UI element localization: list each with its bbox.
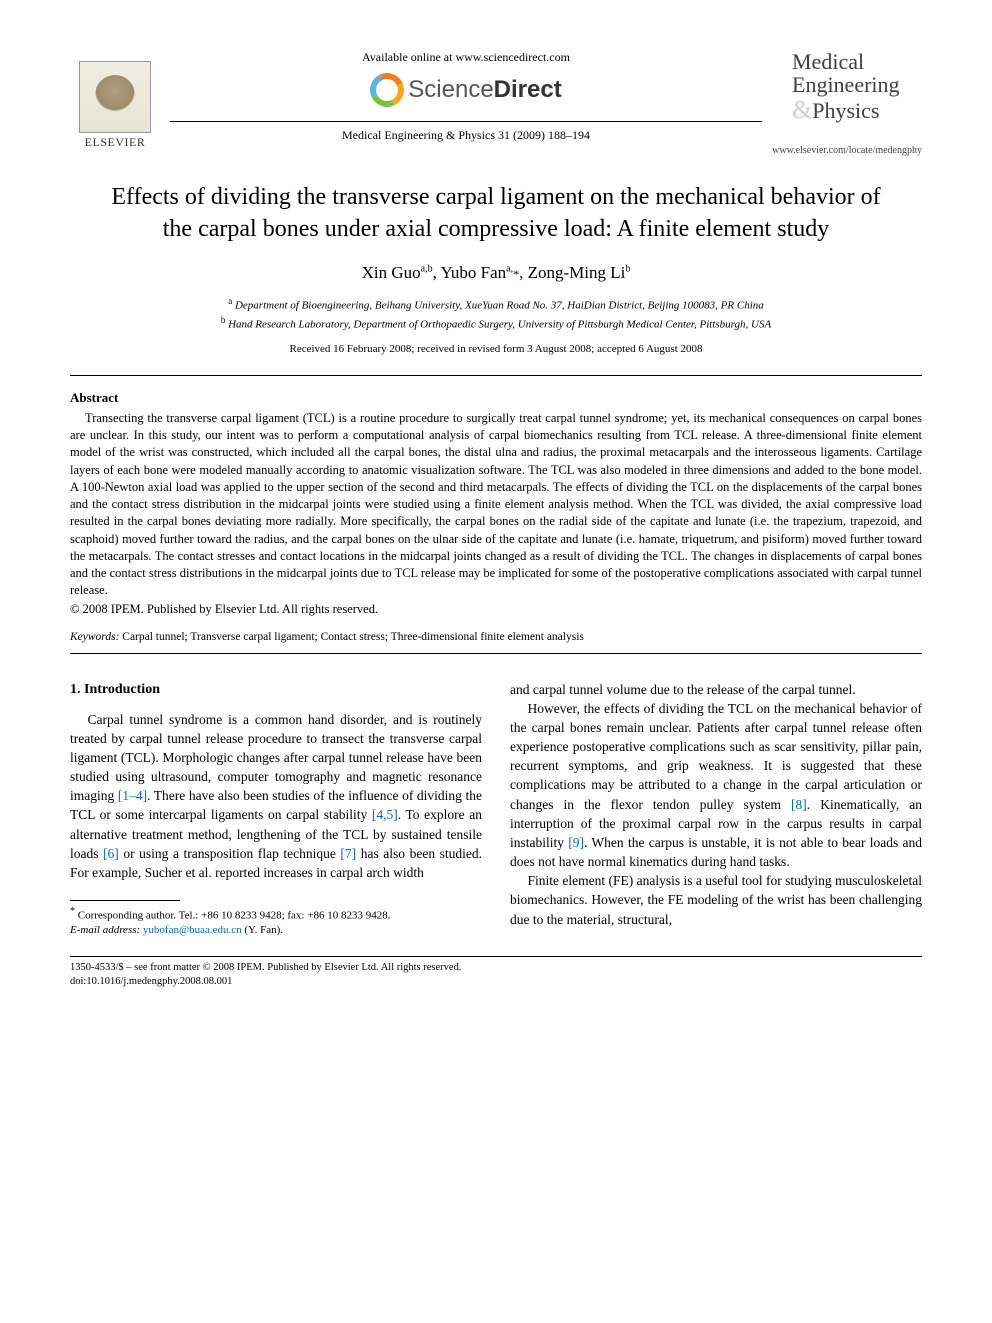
citation-9[interactable]: [9] xyxy=(568,835,584,850)
sd-light: Science xyxy=(408,76,493,103)
corresponding-mark: * xyxy=(513,267,519,281)
ampersand-icon: & xyxy=(792,95,812,124)
jname-line1: Medical xyxy=(792,49,864,74)
citation-8[interactable]: [8] xyxy=(791,797,807,812)
left-column: 1. Introduction Carpal tunnel syndrome i… xyxy=(70,680,482,939)
abstract-copyright: © 2008 IPEM. Published by Elsevier Ltd. … xyxy=(70,602,922,617)
right-column: and carpal tunnel volume due to the rele… xyxy=(510,680,922,939)
affiliation-b-text: Hand Research Laboratory, Department of … xyxy=(228,319,771,331)
footer-rule xyxy=(70,956,922,957)
journal-logo-block: Medical Engineering &Physics www.elsevie… xyxy=(772,50,922,156)
body-columns: 1. Introduction Carpal tunnel syndrome i… xyxy=(70,680,922,939)
journal-name: Medical Engineering &Physics xyxy=(792,50,922,123)
email-who: (Y. Fan). xyxy=(244,924,283,936)
citation-1-4[interactable]: [1–4] xyxy=(118,788,147,803)
abstract-text: Transecting the transverse carpal ligame… xyxy=(70,410,922,600)
sciencedirect-wordmark: ScienceDirect xyxy=(408,76,561,104)
author-3: Zong-Ming Li xyxy=(528,263,626,282)
right-p3: Finite element (FE) analysis is a useful… xyxy=(510,871,922,928)
abstract-block: Abstract Transecting the transverse carp… xyxy=(70,390,922,617)
sd-bold: Direct xyxy=(494,76,562,103)
section-heading: 1. Introduction xyxy=(70,680,482,700)
author-list: Xin Guoa,b, Yubo Fana,*, Zong-Ming Lib xyxy=(70,263,922,283)
footer-line-1: 1350-4533/$ – see front matter © 2008 IP… xyxy=(70,961,922,975)
email-address[interactable]: yubofan@buaa.edu.cn xyxy=(143,924,242,936)
corr-mark: * xyxy=(70,906,75,917)
rule-below-keywords xyxy=(70,653,922,654)
abstract-heading: Abstract xyxy=(70,390,922,406)
corr-text: Corresponding author. Tel.: +86 10 8233 … xyxy=(78,910,391,922)
author-2: Yubo Fan xyxy=(441,263,507,282)
affiliation-a: a Department of Bioengineering, Beihang … xyxy=(100,295,892,314)
jname-line3: Physics xyxy=(812,98,879,123)
journal-url: www.elsevier.com/locate/medengphy xyxy=(772,145,922,156)
footnote-rule xyxy=(70,900,180,901)
keywords-label: Keywords: xyxy=(70,631,119,643)
sciencedirect-swirl-icon xyxy=(370,73,404,107)
right-p1: and carpal tunnel volume due to the rele… xyxy=(510,680,922,699)
section-title: Introduction xyxy=(84,682,160,697)
affiliation-b: b Hand Research Laboratory, Department o… xyxy=(100,314,892,333)
sciencedirect-logo: ScienceDirect xyxy=(370,73,561,107)
email-line: E-mail address: yubofan@buaa.edu.cn (Y. … xyxy=(70,923,482,938)
section-number: 1. xyxy=(70,682,81,697)
citation-7[interactable]: [7] xyxy=(340,846,356,861)
center-header: Available online at www.sciencedirect.co… xyxy=(160,50,772,143)
author-3-aff: b xyxy=(625,263,630,274)
elsevier-tree-icon xyxy=(79,61,151,133)
footnotes-block: * Corresponding author. Tel.: +86 10 823… xyxy=(70,905,482,938)
article-title: Effects of dividing the transverse carpa… xyxy=(110,182,882,244)
citation-6[interactable]: [6] xyxy=(103,846,119,861)
right-p2: However, the effects of dividing the TCL… xyxy=(510,699,922,871)
author-1: Xin Guo xyxy=(362,263,421,282)
keywords-list: Carpal tunnel; Transverse carpal ligamen… xyxy=(122,631,584,643)
affiliations: a Department of Bioengineering, Beihang … xyxy=(100,295,892,333)
article-dates: Received 16 February 2008; received in r… xyxy=(70,343,922,355)
jname-line2: Engineering xyxy=(792,72,900,97)
available-online-text: Available online at www.sciencedirect.co… xyxy=(170,50,762,65)
citation-4-5[interactable]: [4,5] xyxy=(372,807,398,822)
keywords-line: Keywords: Carpal tunnel; Transverse carp… xyxy=(70,631,922,643)
footer-doi: doi:10.1016/j.medengphy.2008.08.001 xyxy=(70,975,922,989)
email-label: E-mail address: xyxy=(70,924,140,936)
rule-above-abstract xyxy=(70,375,922,376)
footer-block: 1350-4533/$ – see front matter © 2008 IP… xyxy=(70,961,922,988)
header-row: ELSEVIER Available online at www.science… xyxy=(70,50,922,156)
journal-citation: Medical Engineering & Physics 31 (2009) … xyxy=(170,128,762,143)
corresponding-author-note: * Corresponding author. Tel.: +86 10 823… xyxy=(70,905,482,924)
publisher-logo: ELSEVIER xyxy=(70,50,160,150)
p1-d: or using a transposition flap technique xyxy=(119,846,341,861)
publisher-name: ELSEVIER xyxy=(85,135,146,150)
author-1-aff: a,b xyxy=(421,263,433,274)
affiliation-a-text: Department of Bioengineering, Beihang Un… xyxy=(235,300,764,312)
intro-paragraph-1: Carpal tunnel syndrome is a common hand … xyxy=(70,710,482,882)
r2-a: However, the effects of dividing the TCL… xyxy=(510,701,922,812)
header-rule xyxy=(170,121,762,122)
page-root: ELSEVIER Available online at www.science… xyxy=(0,0,992,1029)
